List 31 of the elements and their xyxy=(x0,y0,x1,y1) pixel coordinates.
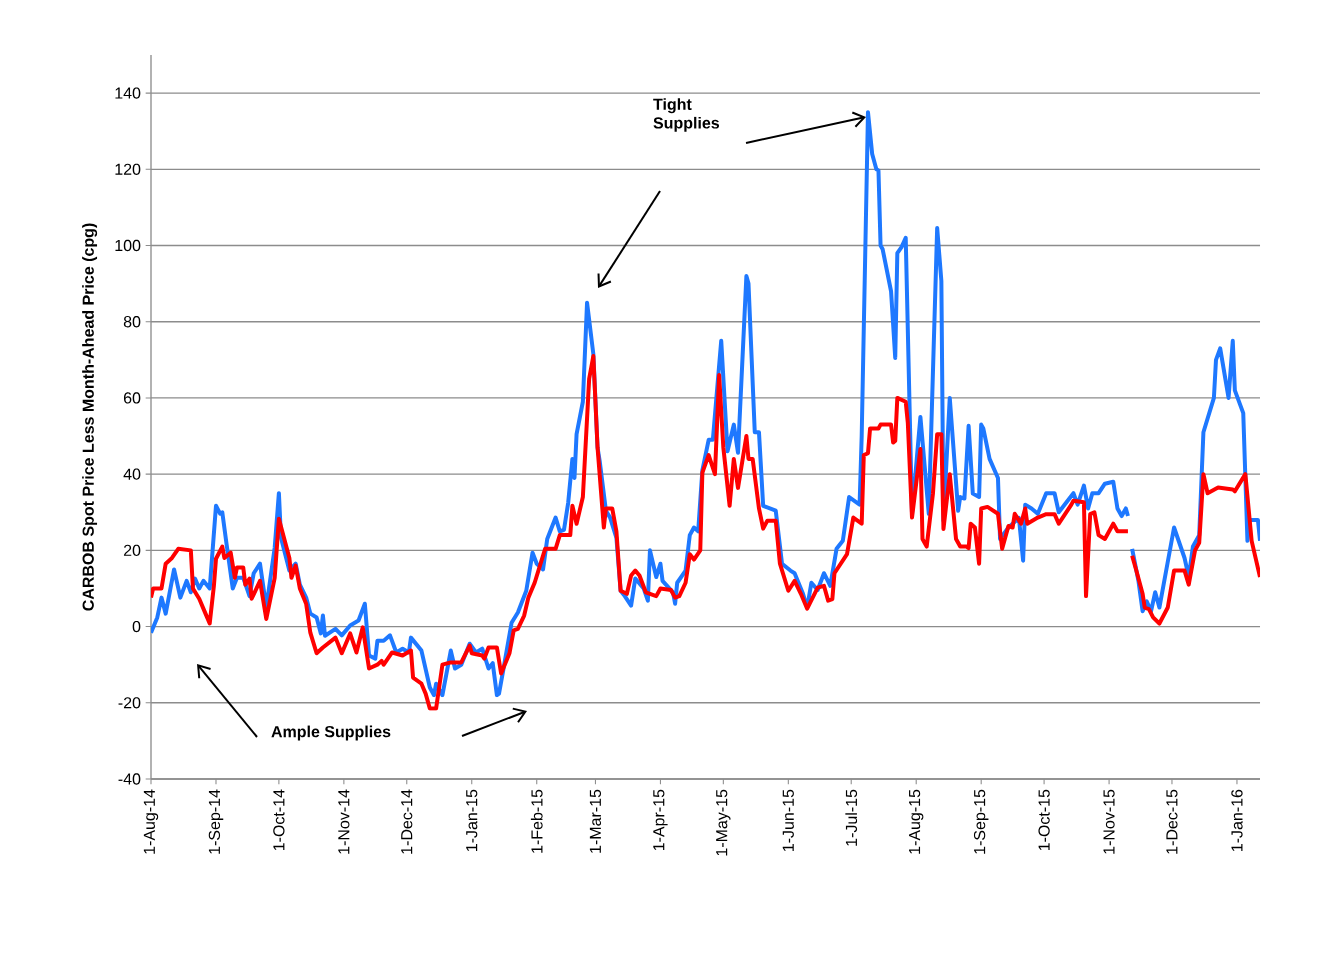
y-tick-label: 140 xyxy=(115,87,141,99)
y-tick-label: 80 xyxy=(123,316,141,328)
y-tick-label: 0 xyxy=(132,620,141,633)
x-tick-label: 1-Dec-15 xyxy=(1166,789,1178,854)
x-tick-label: 1-Nov-14 xyxy=(338,789,350,854)
x-tick-label: 1-Oct-15 xyxy=(1038,789,1050,851)
x-tick-label: 1-Sep-14 xyxy=(208,789,224,854)
y-tick-label: -20 xyxy=(118,697,141,709)
x-tick-label: 1-Jul-15 xyxy=(845,789,858,846)
x-tick-label: 1-Mar-15 xyxy=(589,789,602,853)
x-tick-label: 1-Aug-15 xyxy=(909,789,924,854)
x-tick-label: 1-Sep-15 xyxy=(973,789,989,854)
annotation: Ample Supplies xyxy=(271,725,391,741)
x-tick-label: 1-Jun-15 xyxy=(782,789,794,851)
x-tick-label: 1-Apr-15 xyxy=(653,789,668,851)
y-tick-label: 20 xyxy=(123,544,141,557)
x-tick-label: 1-Feb-15 xyxy=(530,789,543,853)
x-tick-label: 1-May-15 xyxy=(716,789,731,856)
y-tick-label: 120 xyxy=(115,163,141,175)
y-tick-label: 60 xyxy=(123,392,141,404)
y-tick-label: 40 xyxy=(123,468,141,480)
x-tick-label: 1-Jan-16 xyxy=(1231,789,1243,851)
annotation: Tight Supplies xyxy=(653,98,720,132)
y-axis-title: CARBOB Spot Price Less Month-Ahead Price (cpg) xyxy=(82,223,98,611)
x-tick-label: 1-Aug-14 xyxy=(143,789,159,854)
x-tick-label: 1-Jan-15 xyxy=(466,789,478,851)
y-tick-label: -40 xyxy=(118,773,141,785)
x-tick-label: 1-Oct-14 xyxy=(273,789,285,851)
x-tick-label: 1-Dec-14 xyxy=(401,789,413,854)
x-tick-label: 1-Nov-15 xyxy=(1103,789,1115,854)
y-tick-label: 100 xyxy=(115,239,141,252)
